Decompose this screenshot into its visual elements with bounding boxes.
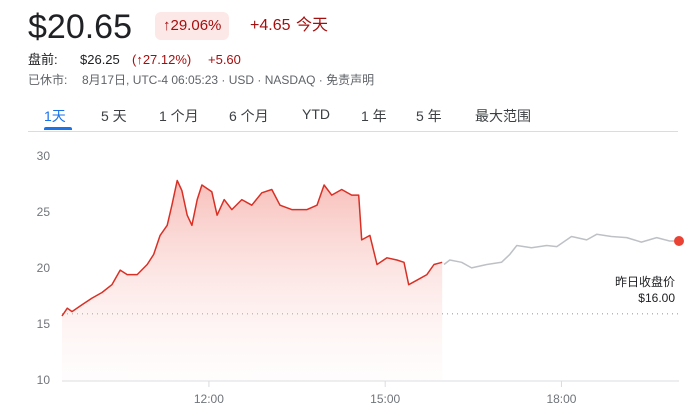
range-tab[interactable]: 1 年 [361, 108, 387, 124]
y-tick-label: 10 [37, 373, 51, 387]
price: $20.65 [28, 8, 132, 46]
period: 今天 [296, 17, 329, 34]
y-tick-label: 15 [37, 317, 51, 331]
previous-close-label: 昨日收盘价 $16.00 [615, 275, 676, 305]
range-tab[interactable]: 1 个月 [159, 108, 199, 124]
area-fill [62, 180, 443, 381]
price-line [61, 179, 443, 317]
active-tab-indicator [44, 127, 72, 130]
status-label: 已休市: [28, 73, 68, 87]
meta: 8月17日, UTC-4 06:05:23 · USD · NASDAQ · [82, 73, 327, 87]
extended-change: +5.60 [208, 52, 241, 67]
x-tick-label: 18:00 [546, 392, 576, 406]
y-tick-label: 20 [37, 261, 51, 275]
range-tab[interactable]: YTD [302, 106, 330, 122]
range-tab[interactable]: 5 天 [101, 108, 127, 124]
y-tick-label: 30 [37, 149, 51, 163]
status-meta: 8月17日, UTC-4 06:05:23 · USD · NASDAQ · 免… [82, 71, 374, 89]
price-line [443, 233, 679, 269]
x-tick-label: 15:00 [370, 392, 400, 406]
range-tab[interactable]: 6 个月 [229, 108, 269, 124]
extended-price: $26.25 [80, 52, 120, 67]
change-pct: ↑29.06% [155, 12, 230, 40]
last-price-dot [674, 236, 684, 246]
disclaimer-link[interactable]: 免责声明 [326, 73, 375, 87]
extended-label: 盘前: [28, 52, 58, 67]
separator [28, 131, 678, 132]
extended-change-pct: (↑27.12%) [132, 52, 192, 67]
range-tab[interactable]: 5 年 [416, 108, 442, 124]
x-tick-label: 12:00 [194, 392, 224, 406]
y-tick-label: 25 [37, 205, 51, 219]
range-tab[interactable]: 最大范围 [475, 108, 531, 124]
range-tab[interactable]: 1天 [44, 108, 66, 124]
change: +4.65 [250, 17, 291, 34]
